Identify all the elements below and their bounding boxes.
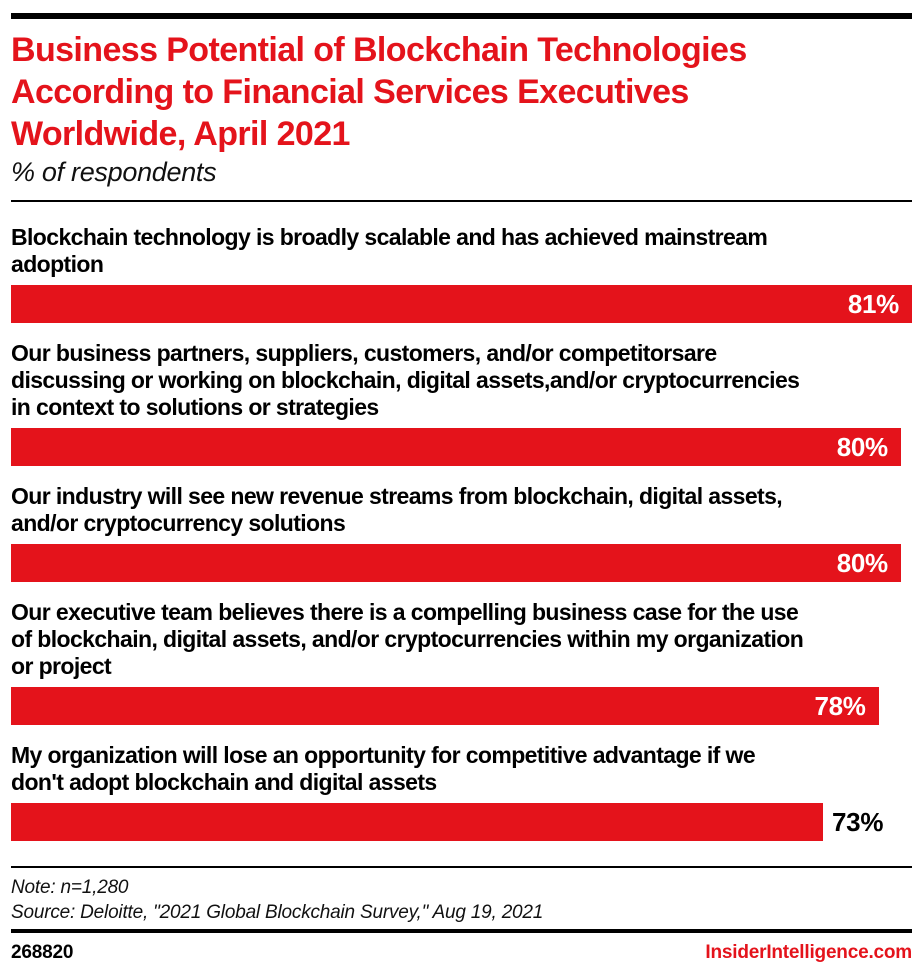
chart-row: Blockchain technology is broadly scalabl… <box>11 224 912 323</box>
chart-container: Business Potential of Blockchain Technol… <box>0 13 922 964</box>
bar-category-label-line: My organization will lose an opportunity… <box>11 742 756 768</box>
bar-track: 81% <box>11 285 912 323</box>
bar-category-label: Blockchain technology is broadly scalabl… <box>11 224 912 278</box>
bottom-accent-bar <box>11 929 912 933</box>
chart-title-line-1: Business Potential of Blockchain Technol… <box>11 31 747 69</box>
top-accent-bar <box>11 13 912 19</box>
bar-category-label: Our business partners, suppliers, custom… <box>11 340 912 421</box>
bar-track: 73% <box>11 803 912 841</box>
bar-category-label-line: or project <box>11 653 112 679</box>
bar-value-label: 78% <box>814 690 866 721</box>
bar-category-label: Our executive team believes there is a c… <box>11 599 912 680</box>
bar-category-label-line: in context to solutions or strategies <box>11 394 379 420</box>
bar-value-label: 73% <box>832 806 884 837</box>
footer-row: 268820 InsiderIntelligence.com <box>11 942 912 964</box>
bar-category-label: My organization will lose an opportunity… <box>11 742 912 796</box>
footer-divider <box>11 866 912 868</box>
chart-row: My organization will lose an opportunity… <box>11 742 912 841</box>
bar-value-label: 80% <box>836 431 888 462</box>
bar-category-label-line: and/or cryptocurrency solutions <box>11 510 346 536</box>
bar: 81% <box>11 285 912 323</box>
chart-title-line-3: Worldwide, April 2021 <box>11 115 350 153</box>
bar-track: 80% <box>11 428 912 466</box>
bar <box>11 803 823 841</box>
bar-category-label-line: don't adopt blockchain and digital asset… <box>11 769 437 795</box>
bar: 80% <box>11 428 901 466</box>
chart-row: Our industry will see new revenue stream… <box>11 483 912 582</box>
bar-value-label: 80% <box>836 547 888 578</box>
bar-category-label-line: Blockchain technology is broadly scalabl… <box>11 224 768 250</box>
chart-id: 268820 <box>11 942 74 963</box>
bar-category-label-line: adoption <box>11 251 104 277</box>
chart-notes: Note: n=1,280 Source: Deloitte, "2021 Gl… <box>11 875 912 925</box>
bar-category-label-line: Our business partners, suppliers, custom… <box>11 340 717 366</box>
chart-row: Our business partners, suppliers, custom… <box>11 340 912 466</box>
chart-title-line-2: According to Financial Services Executiv… <box>11 73 689 111</box>
bar-category-label-line: of blockchain, digital assets, and/or cr… <box>11 626 804 652</box>
brand-link[interactable]: InsiderIntelligence.com <box>705 942 912 963</box>
bar-category-label: Our industry will see new revenue stream… <box>11 483 912 537</box>
bar-chart: Blockchain technology is broadly scalabl… <box>11 224 912 841</box>
bar-category-label-line: discussing or working on blockchain, dig… <box>11 367 800 393</box>
bar-track: 78% <box>11 687 912 725</box>
chart-row: Our executive team believes there is a c… <box>11 599 912 725</box>
chart-title: Business Potential of Blockchain Technol… <box>11 29 912 155</box>
bar-track: 80% <box>11 544 912 582</box>
bar-category-label-line: Our executive team believes there is a c… <box>11 599 799 625</box>
bar: 80% <box>11 544 901 582</box>
bar-category-label-line: Our industry will see new revenue stream… <box>11 483 783 509</box>
chart-subtitle: % of respondents <box>11 157 217 187</box>
source-text: Source: Deloitte, "2021 Global Blockchai… <box>11 902 544 923</box>
header-divider <box>11 200 912 202</box>
bar-value-label: 81% <box>847 288 899 319</box>
note-text: Note: n=1,280 <box>11 877 129 898</box>
bar: 78% <box>11 687 879 725</box>
